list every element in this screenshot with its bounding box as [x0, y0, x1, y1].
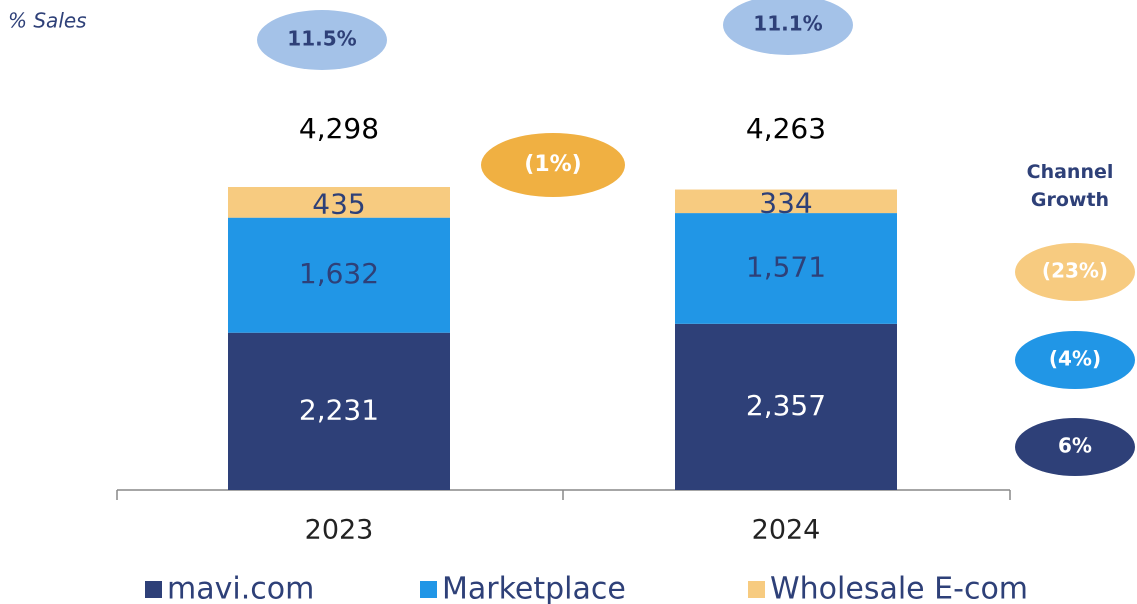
x-tick-label: 2024: [752, 515, 821, 546]
channel-growth-label: (4%): [1049, 347, 1101, 371]
bar-segment: [228, 332, 450, 490]
bar-segment: [675, 189, 897, 214]
bar-segment: [228, 187, 450, 218]
x-tick-label: 2023: [305, 515, 374, 546]
channel-growth-label: 6%: [1058, 434, 1092, 458]
data-label: 2,231: [299, 393, 379, 426]
subtitle: % Sales: [8, 9, 87, 33]
sales-pct-label: 11.1%: [753, 12, 822, 36]
sales-pct-bubble: [723, 0, 853, 55]
sales-pct-bubble: [257, 10, 387, 70]
total-label: 4,263: [746, 112, 826, 145]
legend-swatch: [748, 581, 765, 598]
data-label: 334: [759, 186, 812, 219]
data-label: 435: [312, 187, 365, 220]
channel-growth-bubble: [1015, 418, 1135, 476]
legend-label: Marketplace: [442, 572, 626, 604]
bar-segment: [228, 217, 450, 333]
total-label: 4,298: [299, 112, 379, 145]
bar-segment: [675, 323, 897, 490]
legend-label: Wholesale E-com: [770, 572, 1028, 604]
legend-swatch: [145, 581, 162, 598]
legend-swatch: [420, 581, 437, 598]
growth-label: (1%): [524, 152, 581, 177]
data-label: 1,632: [299, 257, 379, 290]
channel-growth-label: (23%): [1042, 259, 1108, 283]
channel-growth-bubble: [1015, 243, 1135, 301]
channel-growth-title: Channel Growth: [1027, 161, 1114, 211]
data-label: 2,357: [746, 389, 826, 422]
bar-segment: [675, 213, 897, 324]
channel-growth-bubble: [1015, 331, 1135, 389]
legend-label: mavi.com: [167, 572, 314, 604]
growth-bubble: [481, 133, 625, 197]
data-label: 1,571: [746, 250, 826, 283]
sales-pct-label: 11.5%: [287, 27, 356, 51]
